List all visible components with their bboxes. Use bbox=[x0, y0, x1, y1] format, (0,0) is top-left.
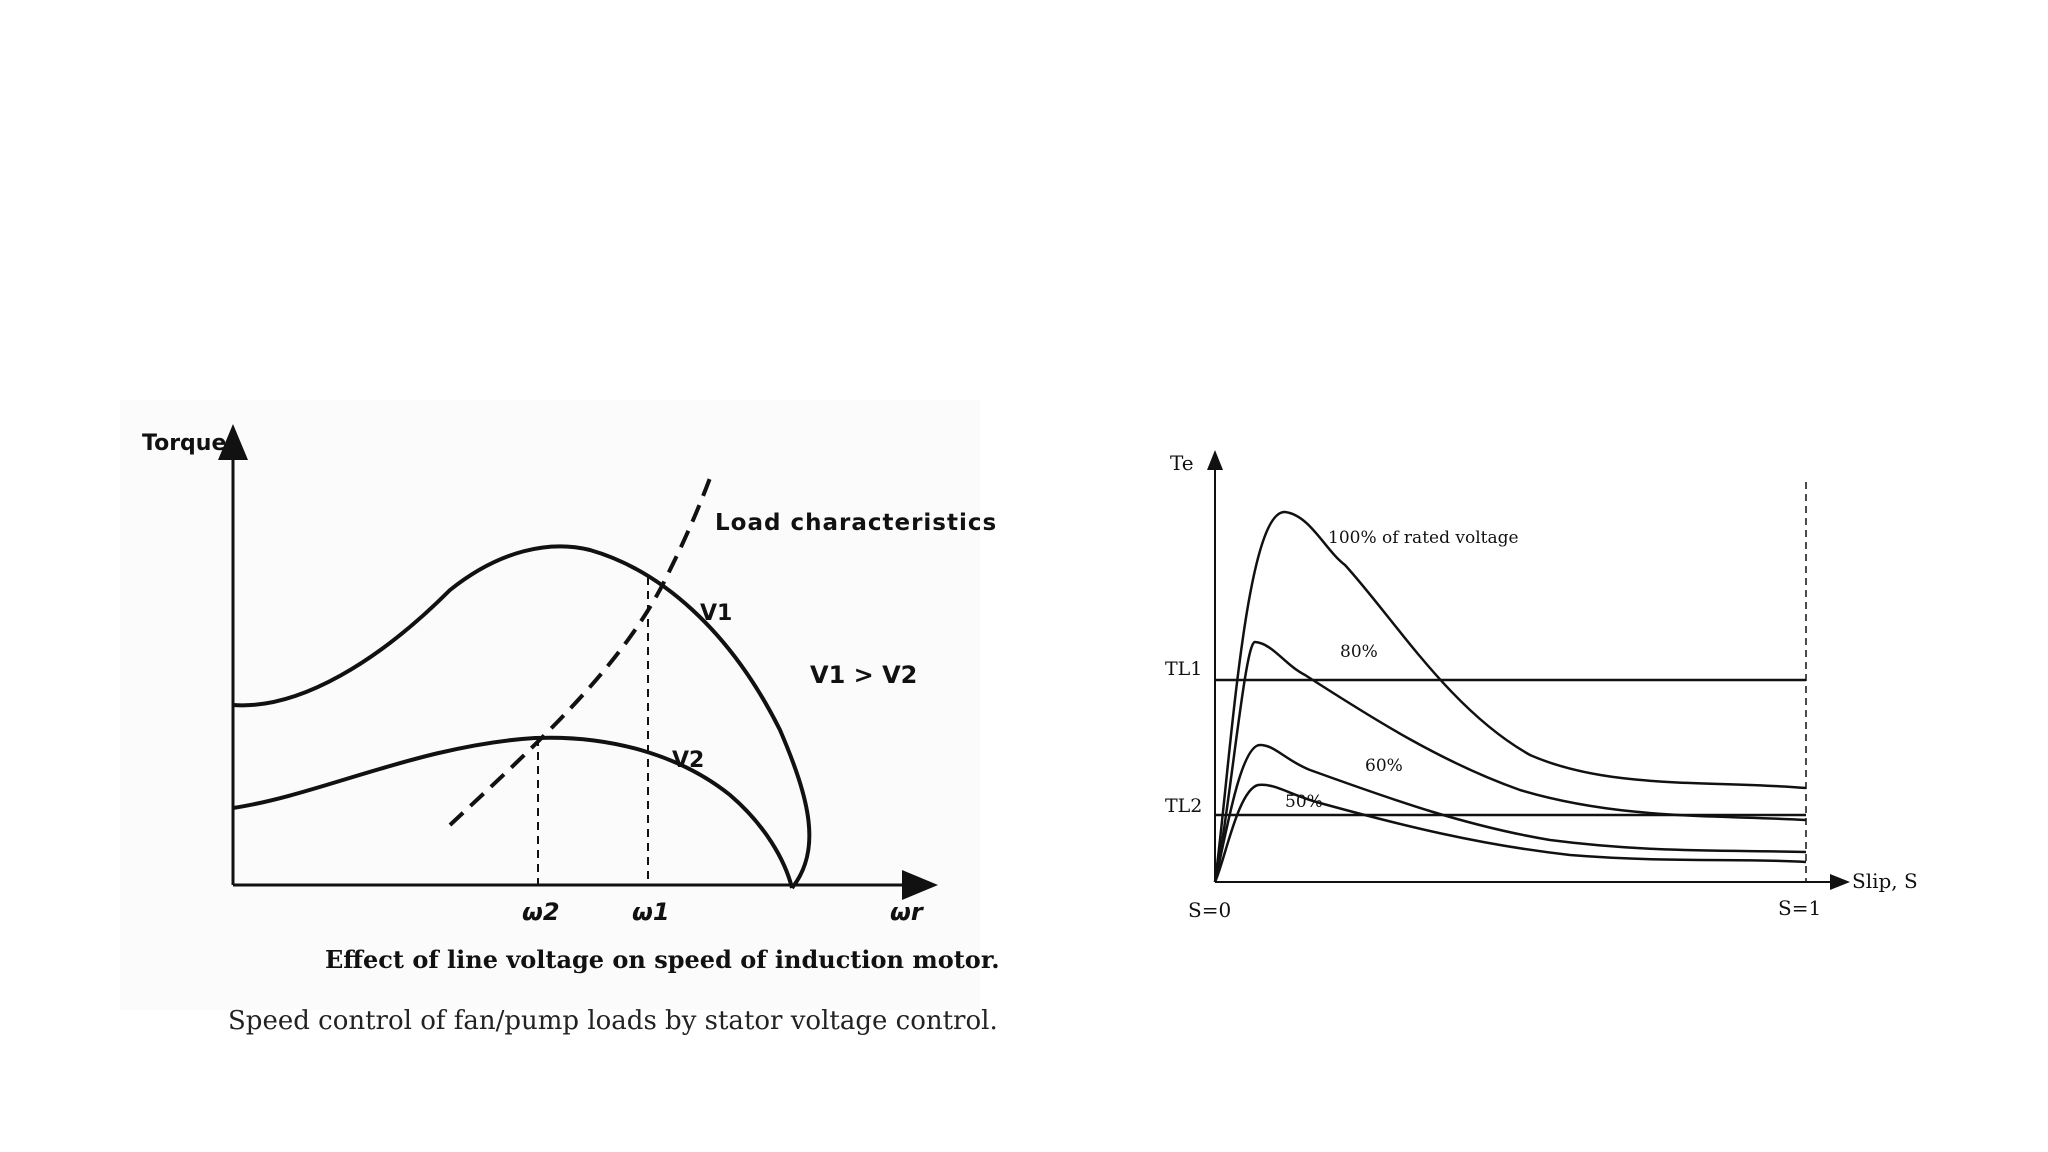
tl2-label: TL2 bbox=[1165, 795, 1202, 817]
tick-w2-label: ω2 bbox=[522, 898, 560, 926]
left-diagram-svg: Torque Load characteristics V1 V2 V1 > V… bbox=[142, 424, 1000, 974]
left-y-axis-label: Torque bbox=[142, 431, 226, 456]
tick-w1-label: ω1 bbox=[632, 898, 670, 926]
load-characteristic-curve bbox=[448, 477, 712, 827]
curve-v1-label: V1 bbox=[700, 601, 732, 626]
left-x-axis-label: ωr bbox=[890, 898, 925, 926]
curve-60-percent bbox=[1213, 743, 1807, 883]
curve-50-label: 50% bbox=[1285, 792, 1323, 812]
curve-100-percent bbox=[1213, 510, 1807, 883]
left-diagram-title: Effect of line voltage on speed of induc… bbox=[325, 945, 1000, 974]
curve-60-label: 60% bbox=[1365, 756, 1403, 776]
curve-v1 bbox=[232, 544, 812, 890]
curve-80-label: 80% bbox=[1340, 642, 1378, 662]
left-diagram: Torque Load characteristics V1 V2 V1 > V… bbox=[120, 400, 1000, 1010]
tl1-label: TL1 bbox=[1165, 658, 1202, 680]
right-x-axis-label: Slip, S bbox=[1852, 869, 1918, 893]
curve-v2-label: V2 bbox=[672, 748, 704, 773]
caption: Speed control of fan/pump loads by stato… bbox=[228, 1006, 998, 1036]
curve-100-label: 100% of rated voltage bbox=[1328, 528, 1519, 548]
relation-label: V1 > V2 bbox=[810, 661, 917, 689]
load-characteristics-label: Load characteristics bbox=[715, 510, 997, 536]
right-diagram-svg: Te TL1 TL2 100% of rated voltage 80% 60%… bbox=[1165, 450, 1918, 922]
curve-v2 bbox=[232, 735, 794, 889]
s0-label: S=0 bbox=[1188, 898, 1231, 922]
curve-50-percent bbox=[1213, 783, 1807, 883]
right-y-axis-label: Te bbox=[1170, 451, 1194, 475]
curve-80-percent bbox=[1213, 640, 1807, 883]
right-diagram: Te TL1 TL2 100% of rated voltage 80% 60%… bbox=[1150, 440, 1950, 960]
s1-label: S=1 bbox=[1778, 896, 1821, 920]
